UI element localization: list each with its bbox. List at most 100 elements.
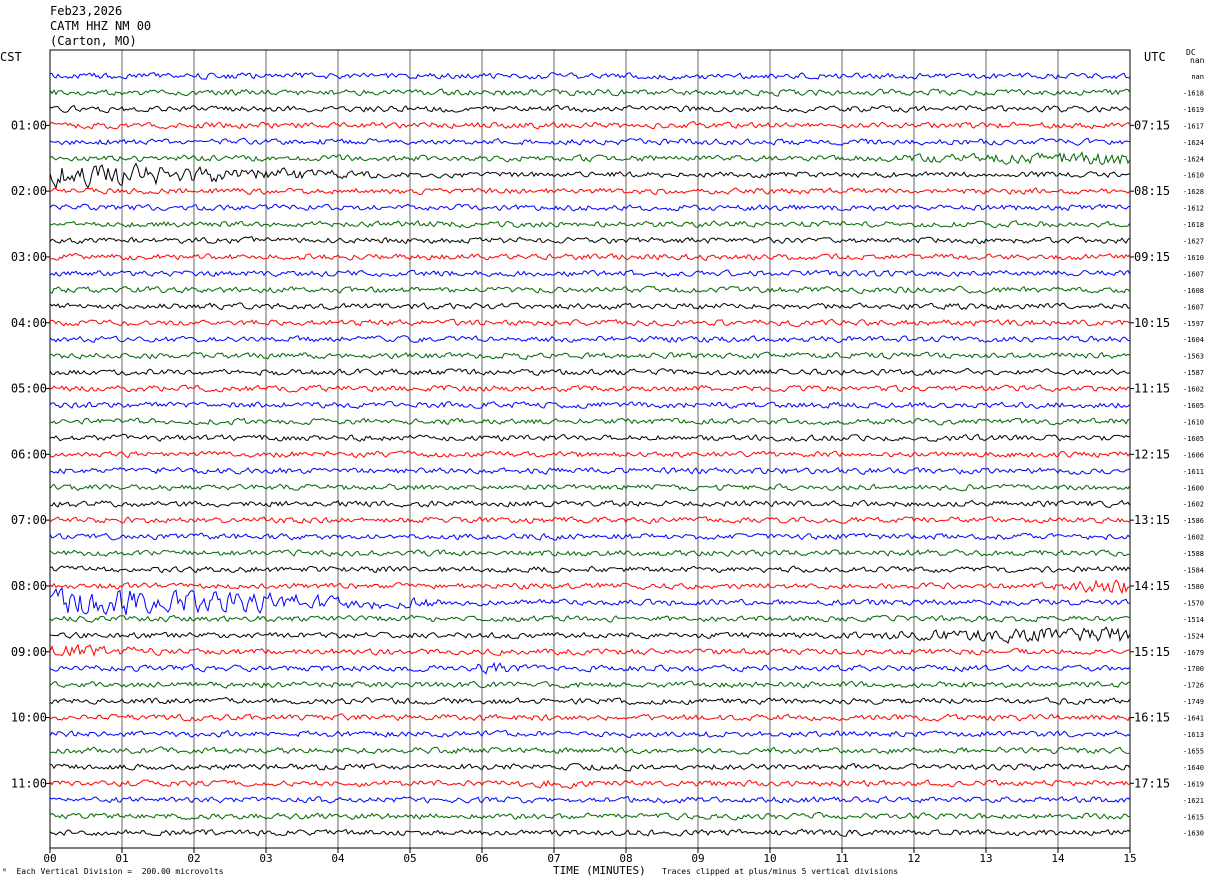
seismic-trace	[49, 104, 1131, 114]
dc-offset-label: -1524	[1183, 632, 1204, 640]
dc-offset-label: -1608	[1183, 287, 1204, 295]
seismic-trace	[49, 626, 1131, 644]
seismic-trace	[49, 828, 1131, 837]
dc-offset-label: -1610	[1183, 172, 1204, 180]
dc-offset-label: -1606	[1183, 451, 1204, 459]
dc-offset-label: -1597	[1183, 320, 1204, 328]
dc-offset-label: -1600	[1183, 484, 1204, 492]
seismic-trace	[49, 401, 1131, 410]
x-tick-label: 03	[259, 852, 272, 865]
dc-offset-label: -1618	[1183, 89, 1204, 97]
dc-offset-label: -1570	[1183, 599, 1204, 607]
seismic-trace	[49, 417, 1131, 426]
hour-label-utc: 17:15	[1134, 776, 1170, 790]
scale-footnote-text: Each Vertical Division = 200.00 microvol…	[16, 867, 224, 876]
seismic-trace	[49, 680, 1131, 689]
x-tick-label: 07	[547, 852, 560, 865]
hour-label-cst: 10:00	[11, 711, 47, 725]
dc-offset-label: -1563	[1183, 353, 1204, 361]
dc-offset-label: -1641	[1183, 715, 1204, 723]
seismic-trace	[49, 318, 1131, 328]
seismic-trace	[49, 367, 1131, 376]
x-tick-label: 10	[763, 852, 776, 865]
seismic-trace	[49, 661, 1131, 675]
location-label: (Carton, MO)	[50, 34, 137, 48]
seismic-trace	[49, 88, 1131, 97]
dc-offset-label: -1615	[1183, 813, 1204, 821]
left-timezone-label: CST	[0, 50, 22, 64]
corner-mark: ᴹ	[2, 867, 7, 876]
dc-offset-label: -1749	[1183, 698, 1204, 706]
dc-offset-label: -1611	[1183, 468, 1204, 476]
dc-offset-label: -1602	[1183, 501, 1204, 509]
seismic-trace	[49, 614, 1131, 623]
hour-label-cst: 03:00	[11, 250, 47, 264]
dc-offset-label: -1624	[1183, 139, 1204, 147]
x-tick-label: 12	[907, 852, 920, 865]
seismic-trace	[49, 137, 1131, 146]
hour-label-utc: 16:15	[1134, 711, 1170, 725]
dc-offset-label: -1588	[1183, 550, 1204, 558]
dc-offset-label: -1624	[1183, 155, 1204, 163]
seismic-trace	[49, 779, 1131, 790]
dc-offset-label: -1617	[1183, 122, 1204, 130]
dc-column-header: DC nan	[1186, 49, 1204, 65]
seismic-trace	[49, 565, 1131, 574]
hour-label-cst: 07:00	[11, 513, 47, 527]
dc-offset-label: -1602	[1183, 534, 1204, 542]
x-tick-label: 13	[979, 852, 992, 865]
hour-label-cst: 08:00	[11, 579, 47, 593]
seismic-trace	[49, 384, 1131, 393]
hour-label-cst: 01:00	[11, 118, 47, 132]
hour-label-utc: 09:15	[1134, 250, 1170, 264]
hour-label-cst: 09:00	[11, 645, 47, 659]
hour-label-utc: 15:15	[1134, 645, 1170, 659]
x-tick-label: 02	[187, 852, 200, 865]
x-tick-label: 15	[1123, 852, 1136, 865]
dc-offset-label: -1621	[1183, 797, 1204, 805]
plot-frame	[49, 49, 1131, 849]
seismic-trace	[49, 643, 1131, 657]
seismic-trace	[49, 335, 1130, 344]
seismic-trace	[49, 549, 1131, 557]
hour-label-utc: 08:15	[1134, 184, 1170, 198]
hour-label-cst: 05:00	[11, 382, 47, 396]
seismic-trace	[49, 586, 1131, 616]
seismic-trace	[49, 579, 1131, 595]
dc-offset-label: -1605	[1183, 402, 1204, 410]
hour-label-cst: 06:00	[11, 447, 47, 461]
hour-label-utc: 12:15	[1134, 447, 1170, 461]
seismic-trace	[49, 203, 1131, 212]
seismic-trace	[49, 236, 1131, 245]
seismic-trace	[49, 729, 1131, 739]
seismic-trace	[49, 713, 1131, 722]
seismic-trace	[49, 516, 1131, 525]
seismic-trace	[49, 762, 1131, 772]
plot-header: Feb23,2026 CATM HHZ NM 00 (Carton, MO)	[50, 4, 151, 49]
x-tick-label: 06	[475, 852, 488, 865]
dc-label: DC	[1186, 48, 1196, 57]
hour-label-cst: 04:00	[11, 316, 47, 330]
scale-footnote: ᴹ Each Vertical Division = 200.00 microv…	[2, 867, 224, 876]
dc-offset-label: -1679	[1183, 649, 1204, 657]
hour-label-utc: 11:15	[1134, 382, 1170, 396]
x-tick-label: 08	[619, 852, 632, 865]
seismic-trace	[49, 450, 1131, 459]
dc-sub-label: nan	[1190, 56, 1205, 65]
dc-offset-label: nan	[1191, 73, 1204, 81]
dc-offset-label: -1587	[1183, 369, 1204, 377]
dc-offset-label: -1610	[1183, 418, 1204, 426]
seismic-trace	[49, 121, 1131, 130]
seismic-trace	[49, 151, 1131, 166]
date-label: Feb23,2026	[50, 4, 123, 18]
dc-offset-label: -1630	[1183, 830, 1204, 838]
seismic-trace	[49, 285, 1131, 294]
dc-offset-label: -1607	[1183, 303, 1204, 311]
x-tick-label: 09	[691, 852, 704, 865]
dc-offset-label: -1586	[1183, 517, 1204, 525]
dc-offset-label: -1514	[1183, 616, 1204, 624]
dc-offset-label: -1726	[1183, 682, 1204, 690]
dc-offset-label: -1655	[1183, 747, 1204, 755]
clip-footnote: Traces clipped at plus/minus 5 vertical …	[662, 867, 899, 876]
